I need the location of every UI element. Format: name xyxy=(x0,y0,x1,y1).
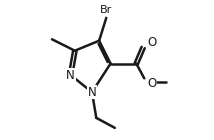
Text: Br: Br xyxy=(100,5,112,15)
Text: N: N xyxy=(66,68,75,81)
Text: O: O xyxy=(147,36,156,49)
Text: O: O xyxy=(147,77,156,90)
Text: N: N xyxy=(88,86,96,99)
